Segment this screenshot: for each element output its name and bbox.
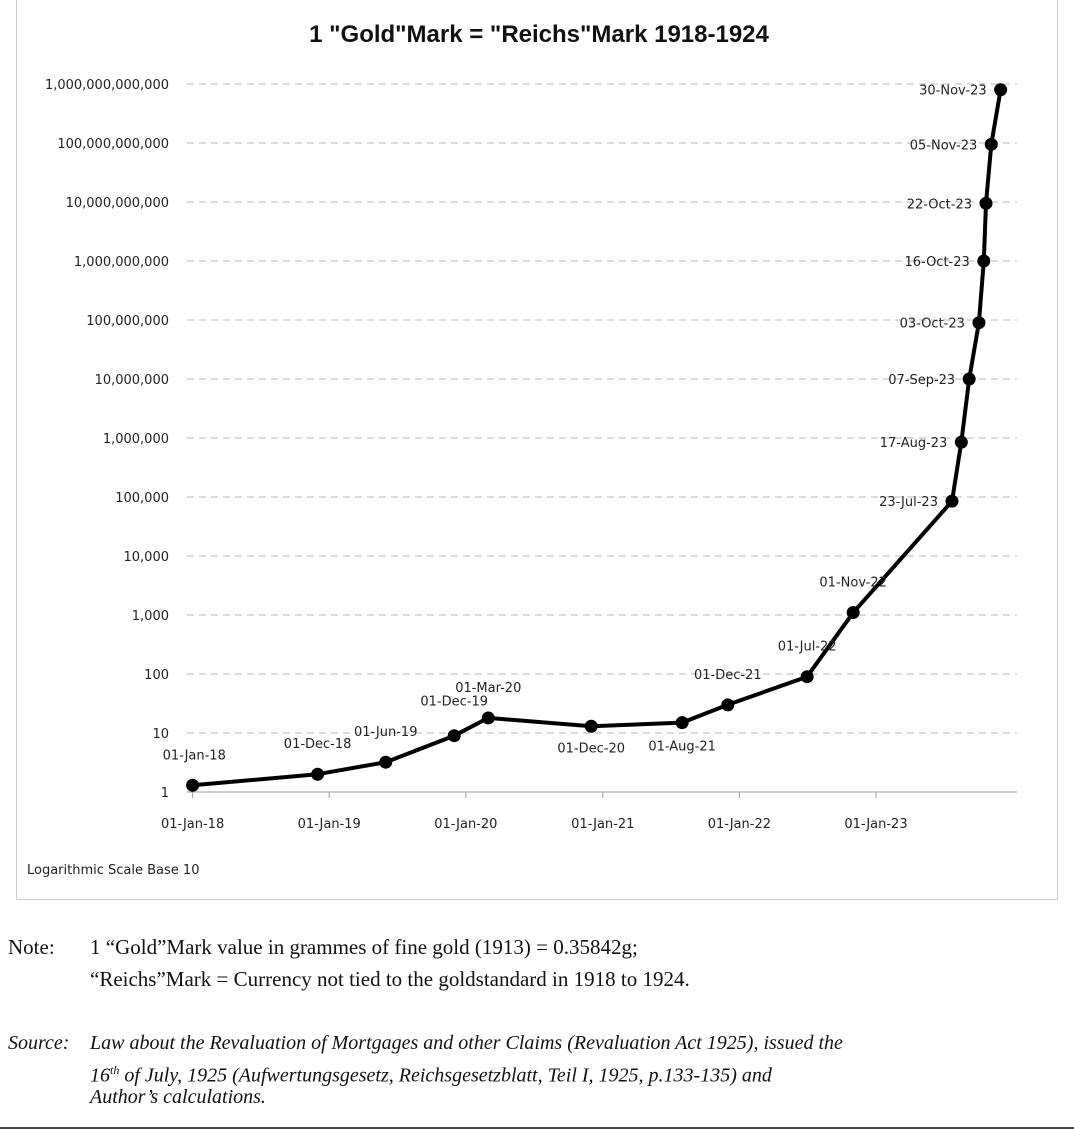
source-line-2-day: 16 (90, 1064, 110, 1087)
y-tick-label: 10,000 (124, 550, 170, 565)
source-line-2-sup: th (110, 1063, 120, 1077)
grid-layer (187, 83, 1017, 734)
data-point (979, 196, 993, 210)
data-point (584, 719, 598, 733)
scale-note: Logarithmic Scale Base 10 (27, 863, 199, 878)
data-point (800, 670, 814, 684)
data-label: 01-Dec-20 (557, 741, 625, 756)
data-point (977, 254, 991, 268)
source-label: Source: (8, 1032, 70, 1054)
note-line-2: “Reichs”Mark = Currency not tied to the … (90, 967, 690, 991)
data-point (447, 729, 461, 743)
note-label: Note: (8, 935, 55, 959)
data-label: 16-Oct-23 (904, 255, 969, 270)
y-tick-label: 100,000,000 (86, 314, 169, 329)
x-tick-label: 01-Jan-22 (708, 817, 771, 832)
data-label: 01-Jul-22 (778, 640, 837, 655)
y-tick-label: 10,000,000,000 (66, 196, 169, 211)
data-point (675, 716, 689, 730)
chart-title: 1 "Gold"Mark = "Reichs"Mark 1918-1924 (309, 21, 769, 48)
data-label: 22-Oct-23 (907, 197, 972, 212)
y-tick-label: 1 (161, 786, 169, 801)
source-line-3: Author’s calculations. (90, 1086, 266, 1108)
chart-svg: 1 "Gold"Mark = "Reichs"Mark 1918-1924 11… (27, 21, 1017, 878)
data-point (721, 698, 735, 712)
data-point (994, 83, 1008, 97)
note-line-1: 1 “Gold”Mark value in grammes of fine go… (90, 935, 638, 959)
data-point (186, 778, 200, 792)
data-point (846, 606, 860, 620)
x-tick-label: 01-Jan-19 (298, 817, 361, 832)
data-point (311, 767, 325, 781)
data-point (984, 137, 998, 151)
data-label: 05-Nov-23 (910, 138, 978, 153)
data-point (945, 494, 959, 508)
data-point (379, 755, 393, 769)
bottom-rule (0, 1127, 1074, 1129)
data-label: 07-Sep-23 (888, 373, 955, 388)
data-label: 30-Nov-23 (919, 84, 987, 99)
data-label: 01-Jun-19 (354, 725, 418, 740)
data-point (954, 435, 968, 449)
y-tick-label: 1,000,000,000,000 (45, 78, 169, 93)
data-label: 01-Jan-18 (163, 748, 226, 763)
y-tick-label: 100 (144, 668, 169, 683)
axis-layer: 1 10 100 1,000 10,000 100,000 1,000,000 10,000,… (45, 78, 1017, 832)
y-tick-label: 1,000,000,000 (74, 255, 169, 270)
data-label: 01-Dec-21 (694, 668, 762, 683)
source-line-2-rest: of July, 1925 (Aufwertungsgesetz, Reichs… (119, 1064, 772, 1087)
y-tick-label: 10 (152, 727, 169, 742)
y-tick-label: 1,000,000 (103, 432, 169, 447)
y-tick-label: 100,000 (115, 491, 169, 506)
x-tick-label: 01-Jan-18 (161, 817, 224, 832)
data-label: 01-Nov-22 (819, 576, 887, 591)
data-point (962, 372, 976, 386)
data-label: 23-Jul-23 (879, 495, 938, 510)
data-label: 01-Dec-19 (420, 695, 488, 710)
data-label: 01-Dec-18 (284, 737, 352, 752)
data-point (481, 711, 495, 725)
source-line-2: 16th of July, 1925 (Aufwertungsgesetz, R… (90, 1057, 772, 1089)
x-tick-label: 01-Jan-20 (434, 817, 497, 832)
x-tick-label: 01-Jan-21 (571, 817, 634, 832)
data-label: 17-Aug-23 (880, 436, 948, 451)
data-point (972, 316, 986, 330)
y-tick-label: 1,000 (132, 609, 169, 624)
label-layer: 01-Jan-18 01-Dec-1801-Jun-1901-Dec-1901-M… (163, 84, 987, 764)
y-tick-label: 100,000,000,000 (57, 137, 169, 152)
source-line-1: Law about the Revaluation of Mortgages a… (90, 1032, 843, 1054)
y-tick-label: 10,000,000 (95, 373, 169, 388)
x-tick-label: 01-Jan-23 (844, 817, 907, 832)
data-label: 03-Oct-23 (900, 317, 965, 332)
data-label: 01-Aug-21 (648, 740, 716, 755)
series-line (190, 87, 1003, 788)
series-layer (186, 83, 1008, 792)
data-label: 01-Mar-20 (455, 681, 521, 696)
